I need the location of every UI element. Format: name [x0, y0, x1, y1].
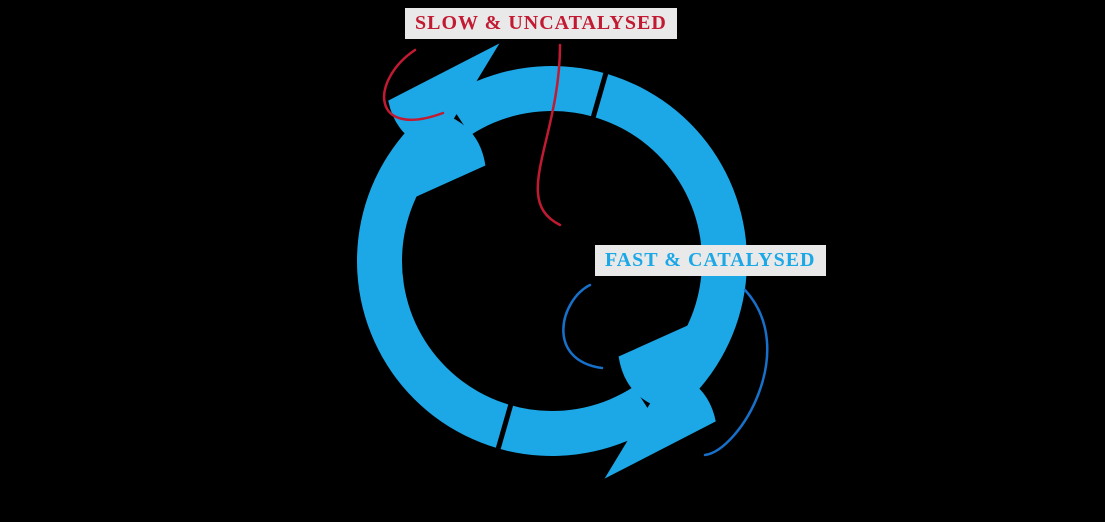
slow-label-text: SLOW & UNCATALYSED [415, 12, 667, 34]
slow-label: SLOW & UNCATALYSED [405, 8, 677, 39]
fast-label: FAST & CATALYSED [595, 245, 826, 276]
fast-label-text: FAST & CATALYSED [605, 249, 816, 271]
diagram-svg [0, 0, 1105, 522]
